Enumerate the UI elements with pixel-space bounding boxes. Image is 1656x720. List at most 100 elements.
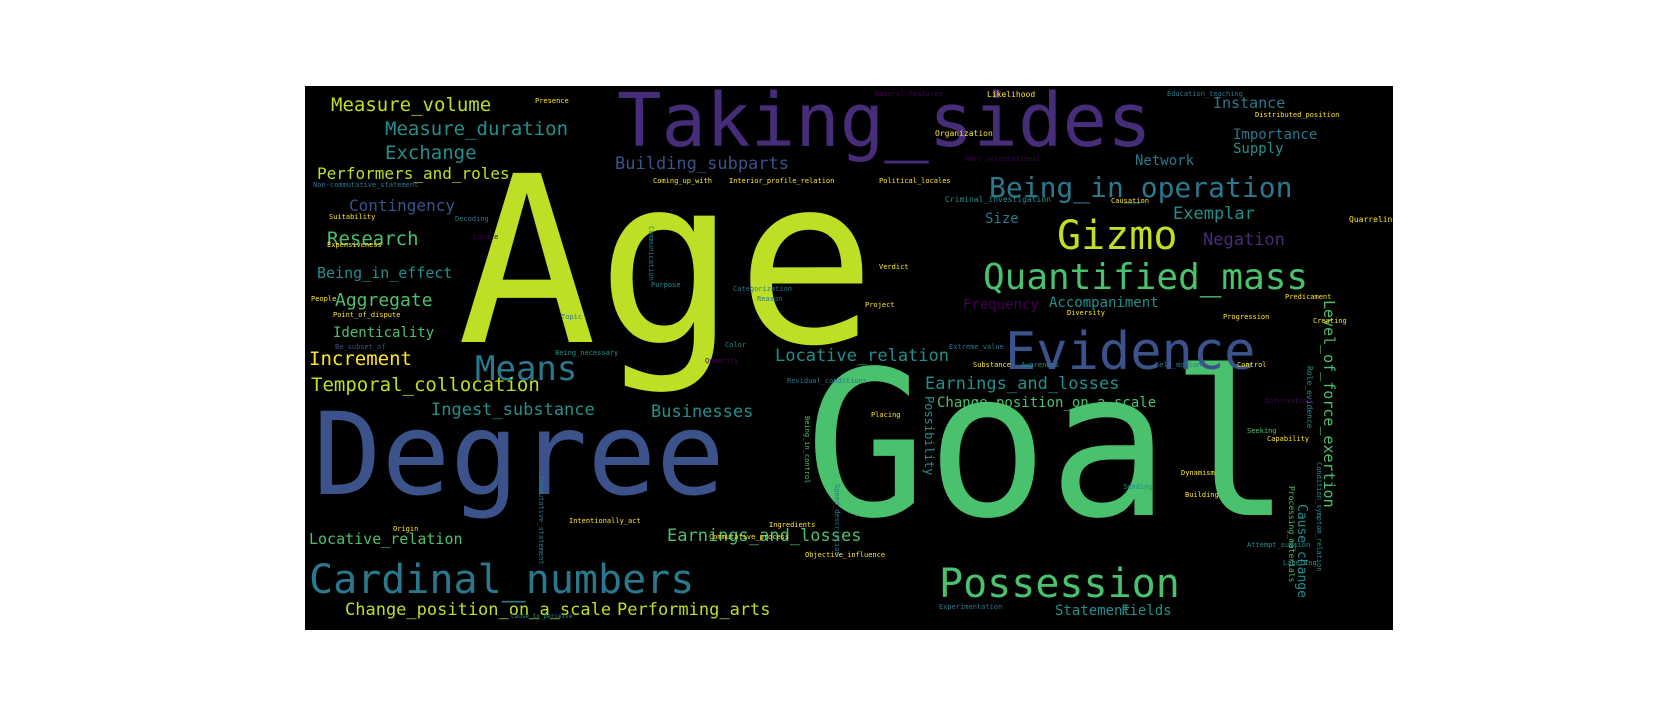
word-earnings-and-losses: Earnings_and_losses bbox=[925, 374, 1120, 394]
word-point-of-dispute: Point_of_dispute bbox=[333, 311, 401, 319]
word-substance: Substance bbox=[973, 361, 1011, 369]
word-cause-to-perceive: Cause_to_perceive bbox=[511, 613, 573, 620]
word-quantified-mass: Quantified_mass bbox=[983, 257, 1309, 298]
word-condition-symptom-relation: Condition_symptom_relation bbox=[1315, 462, 1323, 572]
word-means: Means bbox=[475, 349, 578, 389]
word-exemplar: Exemplar bbox=[1173, 204, 1255, 224]
word-evidence: Evidence bbox=[1005, 322, 1256, 382]
word-self-motion: Self_motion bbox=[1155, 361, 1202, 369]
word-presence: Presence bbox=[535, 97, 569, 105]
word-measure-volume: Measure_volume bbox=[331, 94, 492, 116]
word-time-vector: Change_position_on_a_scale bbox=[345, 600, 612, 620]
word-degree: Degree bbox=[313, 388, 725, 521]
word-supply: Supply bbox=[1233, 141, 1284, 157]
word-role-evidence: Role_evidence bbox=[1305, 366, 1314, 429]
word-capability: Capability bbox=[1267, 435, 1310, 443]
word-interior-profile-relation: Interior_profile_relation bbox=[729, 177, 835, 185]
word-sending: Sending bbox=[1123, 483, 1153, 491]
word-criminal-investigation: Criminal_investigation bbox=[945, 195, 1051, 204]
word-predicament: Predicament bbox=[1285, 293, 1332, 301]
word-being-in-effect: Being_in_effect bbox=[317, 264, 453, 282]
word-placing: Placing bbox=[871, 411, 901, 419]
word-communication: Communication bbox=[647, 226, 655, 281]
word-frequency: Frequency bbox=[963, 297, 1039, 313]
word-seeking: Seeking bbox=[1247, 427, 1277, 435]
word-being-necessary: Being_necessary bbox=[555, 349, 619, 357]
word-performers-and-roles: Performers_and_roles bbox=[317, 164, 510, 183]
word-attempt-suasion: Attempt_suasion bbox=[1247, 541, 1311, 549]
word-categorization: Categorization bbox=[733, 285, 793, 293]
word-topic: Topic bbox=[561, 313, 583, 321]
word-building-subparts: Building_subparts bbox=[615, 154, 789, 174]
word-non-commutative-statement: Non-commutative_statement bbox=[313, 181, 419, 189]
word-businesses: Businesses bbox=[651, 402, 754, 422]
word-labeling: Labeling bbox=[1283, 559, 1317, 567]
word-goal: Goal bbox=[805, 327, 1292, 563]
word-diversity: Diversity bbox=[1067, 309, 1105, 317]
word-progression: Progression bbox=[1223, 313, 1270, 321]
word-extreme-value: Extreme_value bbox=[949, 343, 1004, 351]
word-increment: Increment bbox=[309, 348, 412, 370]
word-control: Control bbox=[1237, 361, 1267, 369]
word-being-in-control: Being_in_control bbox=[803, 416, 811, 484]
word-awareness: Awareness bbox=[1021, 361, 1059, 369]
word-political-locales: Political_locales bbox=[879, 177, 951, 185]
word-creating: Creating bbox=[1313, 317, 1347, 325]
word-quantity: Quantity bbox=[705, 357, 739, 365]
word-accompaniment: Accompaniment bbox=[1049, 295, 1159, 311]
word-possibility: Possibility bbox=[922, 396, 936, 476]
word-negation: Negation bbox=[1203, 230, 1285, 250]
word-coming-up-with: Coming_up_with bbox=[653, 177, 713, 185]
word-expensiveness: Expensiveness bbox=[327, 241, 382, 249]
word-identicality: Identicality bbox=[333, 325, 435, 341]
word-speed-description: Speed_description bbox=[833, 484, 841, 556]
word-commutative-statement: Commutative_statement bbox=[537, 476, 545, 565]
word-ingest-substance: Ingest_substance bbox=[431, 400, 595, 420]
word-instance: Instance bbox=[1213, 94, 1286, 112]
word-natural-features: Natural_features bbox=[875, 90, 943, 98]
word-be-subset-of: Be_subset_of bbox=[335, 343, 386, 351]
word-importance: Importance bbox=[1233, 127, 1318, 143]
word-origin: Origin bbox=[393, 525, 419, 533]
word-causation: Causation bbox=[1111, 197, 1149, 205]
word-statement: Statement bbox=[1055, 603, 1131, 619]
word-suitability: Suitability bbox=[329, 213, 376, 221]
word-being-in-operation: Being_in_operation bbox=[989, 171, 1293, 204]
word-research: Research bbox=[327, 228, 419, 250]
word-people: People bbox=[311, 295, 337, 303]
word-gizmo: Gizmo bbox=[1057, 213, 1178, 259]
word-aggregate: Aggregate bbox=[335, 290, 433, 311]
word-processing-materials: Processing_materials bbox=[1287, 486, 1296, 583]
word-experimentation: Experimentation bbox=[939, 603, 1003, 611]
word-fields: Fields bbox=[1121, 603, 1172, 619]
word-scrutiny: Earnings_and_losses bbox=[667, 526, 862, 546]
word-measure-duration: Measure_duration bbox=[385, 118, 569, 140]
word-information: Information bbox=[1265, 397, 1312, 405]
word-ingredients: Ingredients bbox=[769, 521, 816, 529]
word-reason: Reason bbox=[757, 295, 783, 303]
word-purpose: Purpose bbox=[651, 281, 681, 289]
word-locale: Locale bbox=[473, 233, 499, 241]
word-verdict: Verdict bbox=[879, 263, 909, 271]
word-age: Age bbox=[457, 127, 877, 397]
word-exchange: Exchange bbox=[385, 142, 477, 164]
word-proportional-quantity: Performing_arts bbox=[617, 600, 771, 620]
word-cause-change: Cause_change bbox=[1294, 504, 1309, 598]
word-intentionally-act: Intentionally_act bbox=[569, 517, 641, 525]
word-likelihood: Likelihood bbox=[987, 90, 1036, 99]
word-locative-relation: Locative_relation bbox=[775, 346, 949, 366]
word-possession: Possession bbox=[939, 561, 1180, 607]
word-decoding: Decoding bbox=[455, 215, 489, 223]
word-part-orientational: Part_orientational bbox=[965, 155, 1041, 163]
word-change-position-on-a-scale: Change_position_on_a_scale bbox=[937, 395, 1157, 411]
word-building: Building bbox=[1185, 491, 1219, 499]
word-size: Size bbox=[985, 211, 1019, 227]
word-distributed-position: Distributed_position bbox=[1255, 111, 1340, 119]
word-education-teaching: Education_teaching bbox=[1167, 90, 1243, 98]
word-commutative-process: Commutative_process bbox=[709, 533, 790, 541]
word-quarreling: Quarreling bbox=[1349, 215, 1393, 224]
word-project: Project bbox=[865, 301, 895, 309]
word-color: Color bbox=[725, 341, 747, 349]
word-network: Network bbox=[1135, 153, 1195, 169]
word-performing-arts: Locative_relation bbox=[309, 530, 463, 548]
